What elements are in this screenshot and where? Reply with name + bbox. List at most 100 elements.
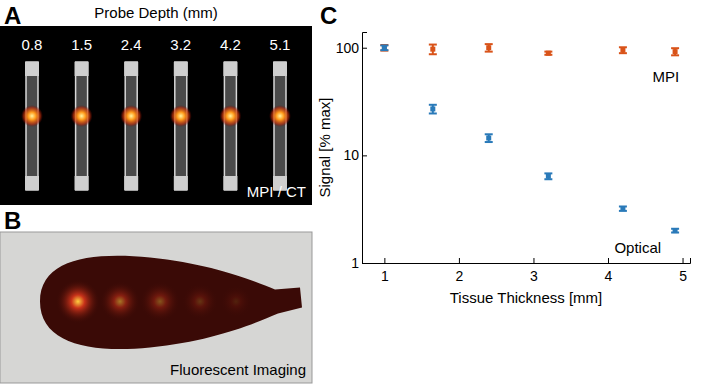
error-bar-cap: [485, 43, 493, 45]
tick-mark: [533, 258, 534, 263]
error-bar: [619, 47, 627, 53]
tick: 2: [456, 258, 464, 284]
point: [620, 48, 625, 53]
mpi-spot: [71, 105, 93, 127]
error-bar: [429, 105, 437, 114]
tick: 100: [336, 40, 367, 56]
error-bar-cap: [485, 51, 493, 53]
mpi-spot: [219, 105, 241, 127]
error-bar: [544, 173, 552, 179]
point: [382, 45, 387, 50]
tick-label: 100: [336, 40, 360, 56]
point: [673, 228, 678, 233]
tick-label: 1: [381, 268, 389, 284]
mpi-spot: [170, 105, 192, 127]
tick: 4: [605, 258, 613, 284]
tick-label: 3: [530, 268, 538, 284]
probe-cap: [273, 62, 287, 76]
error-bar-cap: [671, 47, 679, 49]
y-axis: 1 10 100: [336, 33, 367, 271]
depth-label: 1.5: [71, 36, 92, 53]
point: [382, 45, 387, 50]
panel-label: A: [4, 2, 21, 29]
panel-caption: Fluorescent Imaging: [170, 361, 306, 378]
mpi-spot: [21, 105, 43, 127]
x-axis: 1 2 3 4 5: [363, 258, 691, 284]
error-bar: [485, 44, 493, 51]
tick-mark: [608, 258, 609, 263]
panel-label: B: [4, 207, 21, 234]
point: [486, 45, 491, 50]
figure: AProbe Depth (mm)0.81.52.43.24.25.1MPI /…: [0, 0, 703, 385]
tick-mark: [459, 258, 460, 263]
axis-line: [363, 33, 368, 264]
tick-mark: [683, 258, 684, 263]
fluorescence-spot: [140, 282, 180, 322]
axis-line: [363, 258, 691, 264]
error-bar: [380, 45, 388, 51]
series-label: MPI: [652, 68, 679, 85]
x-axis-title: Tissue Thickness [mm]: [450, 289, 603, 306]
tick: 1: [381, 258, 389, 284]
tick: 3: [530, 258, 538, 284]
probe-cap: [124, 62, 138, 76]
fluorescence-spot: [182, 284, 218, 320]
tick-mark: [362, 263, 367, 264]
probe-cap: [223, 62, 237, 76]
series: [380, 45, 679, 233]
tick-label: 2: [456, 268, 464, 284]
error-bar-cap: [429, 44, 437, 46]
plot-area: [380, 44, 679, 233]
error-bar: [485, 134, 493, 142]
panel-caption: MPI / CT: [247, 183, 306, 200]
panel-background: [0, 26, 312, 205]
tick-label: 5: [679, 268, 687, 284]
panel-label: C: [320, 2, 337, 29]
tick-mark: [362, 48, 367, 49]
tick: 1: [351, 255, 367, 271]
panel-background: [0, 232, 312, 383]
error-bar-cap: [429, 53, 437, 55]
point: [430, 106, 435, 111]
error-bar-cap: [485, 141, 493, 143]
point: [430, 47, 435, 52]
tick: 5: [679, 258, 687, 284]
error-bar-cap: [429, 104, 437, 106]
series: [380, 44, 679, 56]
point: [673, 49, 678, 54]
tick-label: 1: [351, 255, 359, 271]
panel-title: Probe Depth (mm): [94, 4, 217, 21]
error-bar: [619, 206, 627, 210]
error-bar: [429, 45, 437, 55]
error-bar: [380, 45, 388, 50]
probe-cap: [124, 176, 138, 190]
probe-cap: [75, 62, 89, 76]
fluorescence-region: [40, 256, 302, 349]
tick-mark: [362, 155, 367, 156]
depth-label: 0.8: [22, 36, 43, 53]
depth-label: 4.2: [220, 36, 241, 53]
error-bar: [671, 48, 679, 55]
probe-cap: [174, 176, 188, 190]
mpi-spot: [120, 105, 142, 127]
error-bar-cap: [429, 112, 437, 114]
error-bar-cap: [671, 54, 679, 56]
probe-cap: [75, 176, 89, 190]
error-bar: [671, 229, 679, 233]
point: [620, 206, 625, 211]
probe-cap: [25, 62, 39, 76]
depth-label: 5.1: [270, 36, 291, 53]
point: [486, 135, 491, 140]
tick-mark: [384, 258, 385, 263]
mpi-spot: [269, 105, 291, 127]
fluorescence-spot: [100, 282, 140, 322]
error-bar: [544, 52, 552, 55]
depth-label: 3.2: [170, 36, 191, 53]
probe-cap: [174, 62, 188, 76]
point: [546, 51, 551, 56]
probe-cap: [25, 176, 39, 190]
fluorescence-spot: [56, 280, 100, 324]
fluorescence-spot: [220, 286, 252, 318]
tick-label: 10: [343, 147, 359, 163]
probe-cap: [223, 176, 237, 190]
